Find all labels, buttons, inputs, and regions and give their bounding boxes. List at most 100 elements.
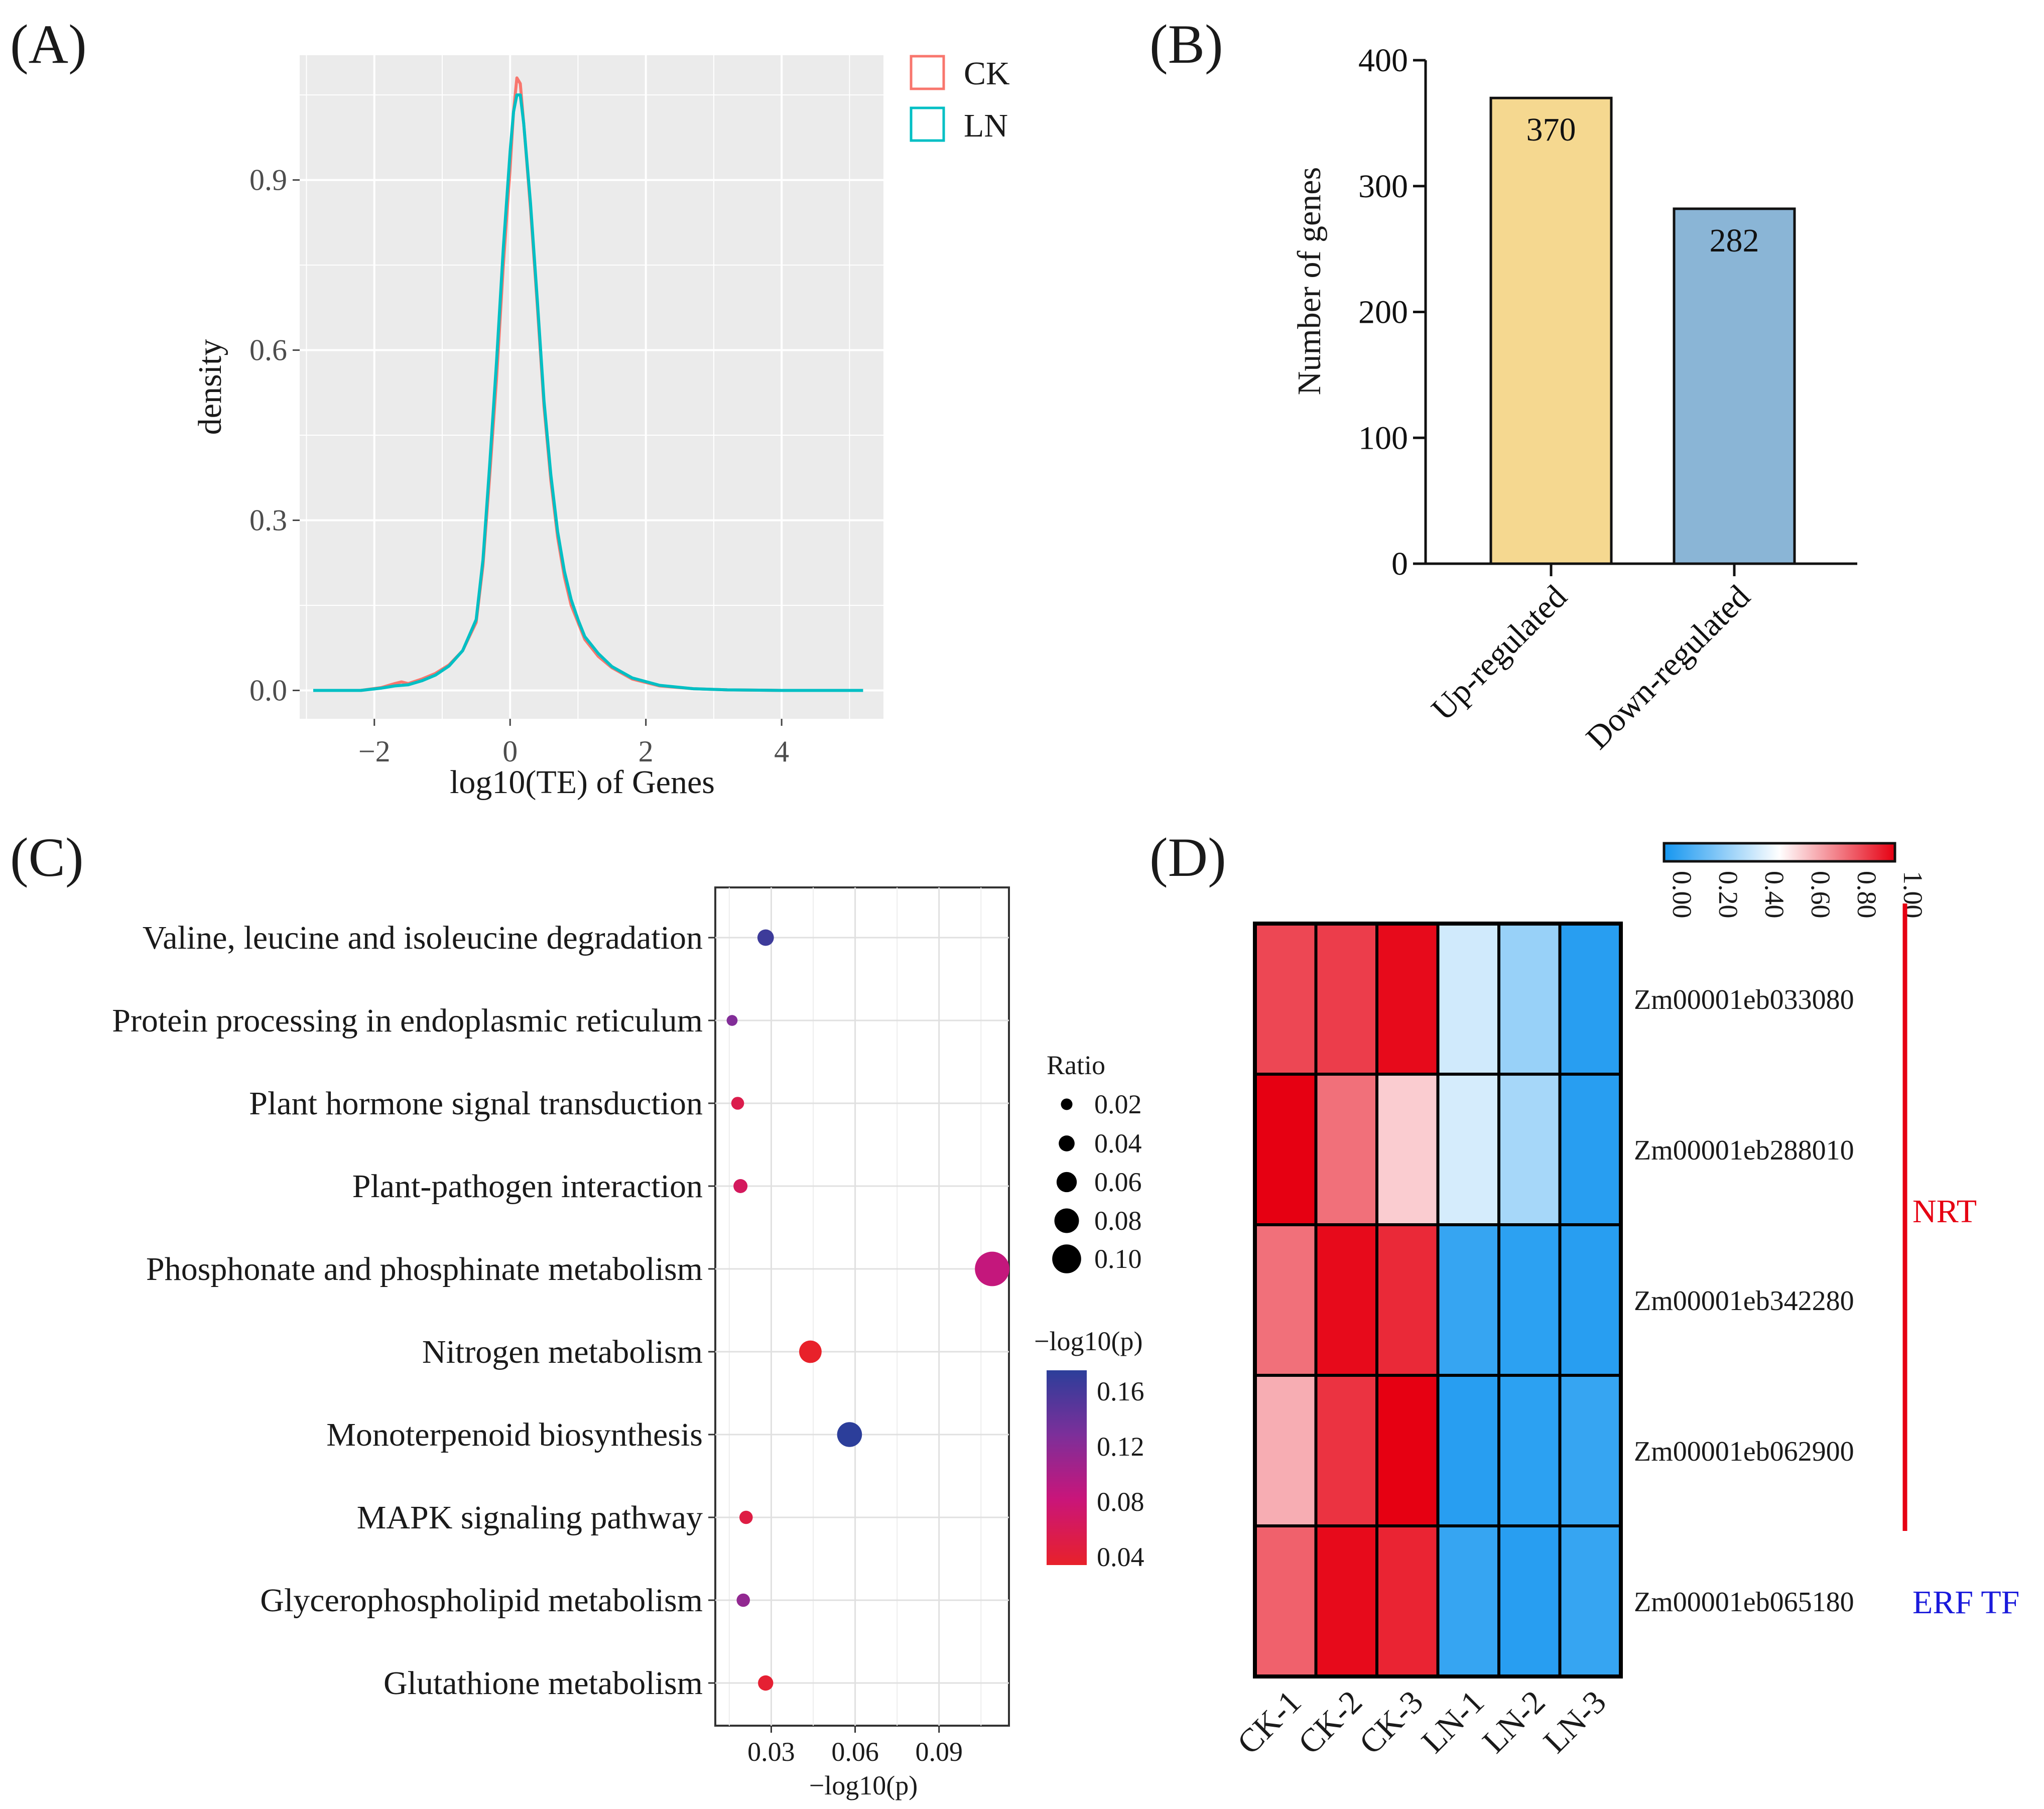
nrt-group-label: NRT [1912,1193,1977,1230]
heatmap-scale-label: 0.80 [1852,871,1882,919]
panel-b-bars [1489,96,1796,565]
panel-b-tag: (B) [1149,14,1223,75]
heatmap-cell [1558,1223,1622,1377]
panel-c-tag: (C) [10,827,84,888]
size-legend-label: 0.02 [1094,1089,1142,1119]
panel-b-value-labels: 370 282 [1526,111,1759,259]
pathway-point [739,1510,753,1524]
panel-c-x-tick-labels: 0.03 0.06 0.09 [747,1737,963,1767]
pathway-label: Glycerophospholipid metabolism [260,1582,703,1619]
heatmap-color-scale-bar [1663,842,1896,863]
pathway-label: Valine, leucine and isoleucine degradati… [143,920,703,956]
heatmap-row-label: Zm00001eb065180 [1634,1587,1854,1618]
heatmap-scale-label: 0.40 [1759,871,1790,919]
panel-c-size-legend: Ratio 0.02 0.04 0.06 0.08 0.10 [1047,1050,1142,1274]
heatmap-cell [1497,1374,1562,1527]
pathway-point [975,1251,1009,1286]
heatmap-cell [1497,1223,1562,1377]
panel-b-bar-chart: (B) 0 100 200 300 400 370 282 Up-regulat… [1149,14,1857,756]
pathway-point [726,1015,738,1026]
heatmap-cell [1558,1374,1622,1527]
legend-label-ln: LN [964,107,1008,144]
panel-a-y-tick-labels: 0.0 0.3 0.6 0.9 [249,164,287,707]
heatmap-scale-label: 0.00 [1667,871,1697,919]
pathway-label: Glutathione metabolism [384,1665,703,1702]
heatmap-column-label: LN-3 [1537,1684,1613,1760]
panel-b-y-axis-title: Number of genes [1291,167,1328,396]
panel-a-density-plot: (A) −2 0 2 4 0.0 0.3 0.6 0.9 log10(TE) o… [10,14,1010,801]
heatmap-cell [1497,922,1562,1076]
bar-category-label: Up-regulated [1425,578,1574,728]
pathway-label: Plant hormone signal transduction [249,1085,703,1122]
heatmap-cell [1436,1223,1500,1377]
pathway-point [837,1422,862,1447]
heatmap-column-label: CK-2 [1292,1684,1369,1761]
heatmap-cell [1375,1374,1440,1527]
panel-c-x-axis-title: −log10(p) [809,1770,918,1800]
pathway-point [731,1097,744,1110]
heatmap-cell [1375,1223,1440,1377]
heatmap-cell [1497,1524,1562,1678]
erf-tf-group-label: ERF TF [1912,1584,2019,1621]
size-legend-key [1054,1208,1079,1233]
heatmap-row-labels: Zm00001eb033080 Zm00001eb288010 Zm00001e… [1634,984,1854,1618]
panel-a-plot-background [300,55,883,719]
panel-a-x-tick-label: 0 [502,735,518,768]
size-legend-key [1056,1172,1077,1193]
legend-key-ck [910,55,945,90]
panel-b-y-tick-label: 100 [1358,420,1408,456]
heatmap-row-label: Zm00001eb033080 [1634,984,1854,1015]
heatmap-column-label: CK-3 [1352,1684,1430,1761]
legend-label-ck: CK [964,55,1010,92]
heatmap-cell [1558,1073,1622,1226]
pathway-label: Protein processing in endoplasmic reticu… [112,1002,703,1039]
heatmap-column-label: CK-1 [1230,1684,1308,1761]
panel-a-y-tick-label: 0.0 [249,674,287,707]
size-legend-label: 0.10 [1094,1244,1142,1274]
bar-value-label: 282 [1710,222,1759,259]
panel-a-legend: CK LN [910,55,1010,144]
panel-a-y-tick-label: 0.6 [249,334,287,367]
heatmap-row-label: Zm00001eb288010 [1634,1135,1854,1166]
panel-a-x-tick-label: 2 [638,735,654,768]
size-legend-key [1061,1098,1073,1110]
panel-a-tag: (A) [10,14,87,75]
size-legend-keys [1052,1098,1081,1273]
heatmap-cell [1375,1524,1440,1678]
heatmap-cells [1253,922,1623,1678]
heatmap-cell [1253,1374,1318,1527]
heatmap-cell [1314,1223,1378,1377]
pathway-label: Plant-pathogen interaction [352,1168,703,1205]
size-legend-label: 0.08 [1094,1206,1142,1236]
size-legend-label: 0.04 [1094,1128,1142,1158]
pathway-point [758,1675,774,1691]
bar-up-regulated [1489,96,1613,565]
bar-down-regulated [1673,207,1796,565]
panel-b-y-tick-label: 300 [1358,168,1408,205]
panel-c-x-tick-label: 0.03 [747,1737,795,1767]
pathway-point [799,1340,822,1363]
heatmap-scale-label: 1.00 [1898,871,1928,919]
panel-c-plot-frame [714,886,1010,1727]
panel-b-y-tick-label: 200 [1358,294,1408,331]
panel-a-y-tick-label: 0.3 [249,504,287,537]
panel-b-y-tick-labels: 0 100 200 300 400 [1358,42,1408,582]
bar-category-label: Down-regulated [1579,578,1757,756]
size-legend-title: Ratio [1047,1050,1105,1080]
color-legend-label: 0.08 [1097,1487,1144,1517]
color-legend-title: −log10(p) [1034,1326,1142,1356]
panel-a-x-tick-labels: −2 0 2 4 [358,735,789,768]
pathway-point [736,1593,750,1607]
panel-c-gridlines [708,887,1009,1733]
heatmap-cell [1375,1073,1440,1226]
panel-a-y-tick-label: 0.9 [249,164,287,197]
bar-value-label: 370 [1526,111,1576,148]
panel-c-pathway-labels: Valine, leucine and isoleucine degradati… [112,920,703,1702]
pathway-point [757,929,774,946]
heatmap-annotations: NRT ERF TF [1902,903,2019,1621]
panel-a-x-axis-title: log10(TE) of Genes [450,764,715,801]
heatmap-cell [1436,1524,1500,1678]
heatmap-column-label: LN-2 [1476,1684,1553,1760]
pathway-label: Monoterpenoid biosynthesis [326,1416,703,1453]
